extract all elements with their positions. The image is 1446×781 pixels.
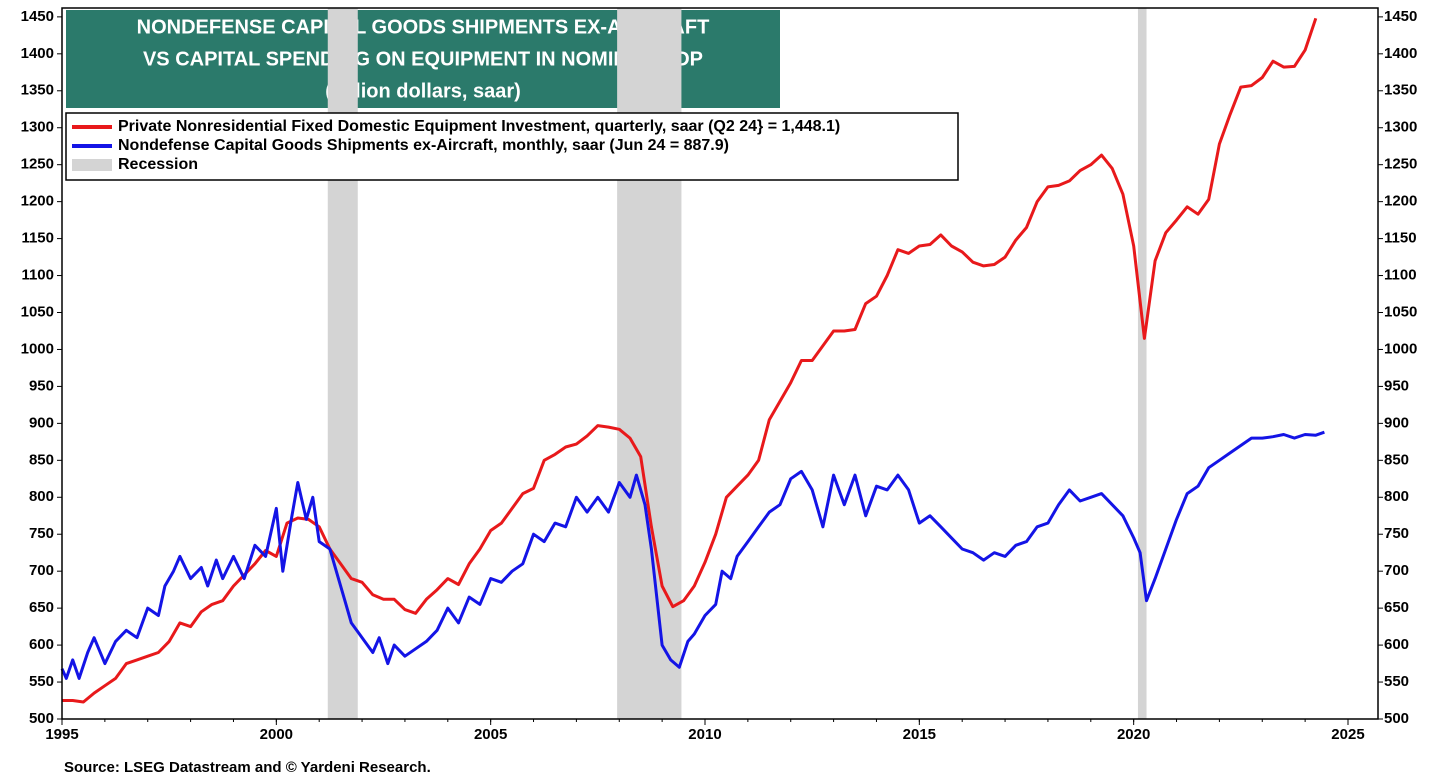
y-tick-label: 800 <box>29 488 54 505</box>
y2-tick-label: 500 <box>1384 710 1409 727</box>
y-tick-label: 850 <box>29 451 54 468</box>
x-tick-label: 2000 <box>260 726 293 743</box>
chart-title: NONDEFENSE CAPITAL GOODS SHIPMENTS EX-AI… <box>137 16 710 38</box>
y2-tick-label: 1100 <box>1384 267 1417 284</box>
y-tick-label: 1150 <box>21 230 54 247</box>
line <box>62 17 1318 704</box>
y-tick-label: 1300 <box>21 119 54 136</box>
y-tick-label: 900 <box>29 414 54 431</box>
y-tick-label: 1000 <box>21 340 54 357</box>
y2-tick-label: 1400 <box>1384 45 1417 62</box>
y-tick-label: 1400 <box>21 45 54 62</box>
y-tick-label: 1050 <box>21 303 54 320</box>
y2-tick-label: 1000 <box>1384 340 1417 357</box>
y2-tick-label: 950 <box>1384 377 1409 394</box>
legend-box <box>65 112 959 181</box>
chart-title: VS CAPITAL SPENDING ON EQUIPMENT IN NOMI… <box>143 48 703 70</box>
x-tick-label: 2010 <box>688 726 721 743</box>
y2-tick-label: 1350 <box>1384 82 1417 99</box>
y2-tick-label: 1150 <box>1384 230 1417 247</box>
y2-tick-label: 700 <box>1384 562 1409 579</box>
y2-tick-label: 550 <box>1384 673 1409 690</box>
x-tick-label: 2020 <box>1117 726 1150 743</box>
legend-label: Recession <box>118 156 198 173</box>
y-tick-label: 1450 <box>21 8 54 25</box>
y2-tick-label: 600 <box>1384 636 1409 653</box>
y2-tick-label: 800 <box>1384 488 1409 505</box>
recession-band <box>1137 8 1147 719</box>
y-tick-label: 1200 <box>21 193 54 210</box>
y-tick-label: 500 <box>29 710 54 727</box>
chart-subtitle: (billion dollars, saar) <box>325 80 521 102</box>
y-tick-label: 700 <box>29 562 54 579</box>
y2-tick-label: 900 <box>1384 414 1409 431</box>
y-tick-label: 550 <box>29 673 54 690</box>
y2-tick-label: 650 <box>1384 599 1409 616</box>
x-tick-label: 1995 <box>45 726 78 743</box>
y-tick-label: 950 <box>29 377 54 394</box>
legend-label: Nondefense Capital Goods Shipments ex-Ai… <box>118 137 729 154</box>
y2-tick-label: 1450 <box>1384 8 1417 25</box>
y2-tick-label: 750 <box>1384 525 1409 542</box>
y2-tick-label: 850 <box>1384 451 1409 468</box>
x-tick-label: 2015 <box>903 726 936 743</box>
line <box>60 430 1325 680</box>
y-tick-label: 750 <box>29 525 54 542</box>
legend-label: Private Nonresidential Fixed Domestic Eq… <box>118 118 840 135</box>
source: Source: LSEG Datastream and © Yardeni Re… <box>64 759 431 776</box>
plot-frame <box>61 7 1379 720</box>
y-tick-label: 600 <box>29 636 54 653</box>
y-tick-label: 1250 <box>21 156 54 173</box>
y2-tick-label: 1050 <box>1384 303 1417 320</box>
y2-tick-label: 1250 <box>1384 156 1417 173</box>
y-tick-label: 1100 <box>21 267 54 284</box>
y-tick-label: 650 <box>29 599 54 616</box>
x-tick-label: 2005 <box>474 726 507 743</box>
x-tick-label: 2025 <box>1331 726 1364 743</box>
legend-swatch <box>72 159 112 171</box>
y2-tick-label: 1200 <box>1384 193 1417 210</box>
y2-tick-label: 1300 <box>1384 119 1417 136</box>
y-tick-label: 1350 <box>21 82 54 99</box>
